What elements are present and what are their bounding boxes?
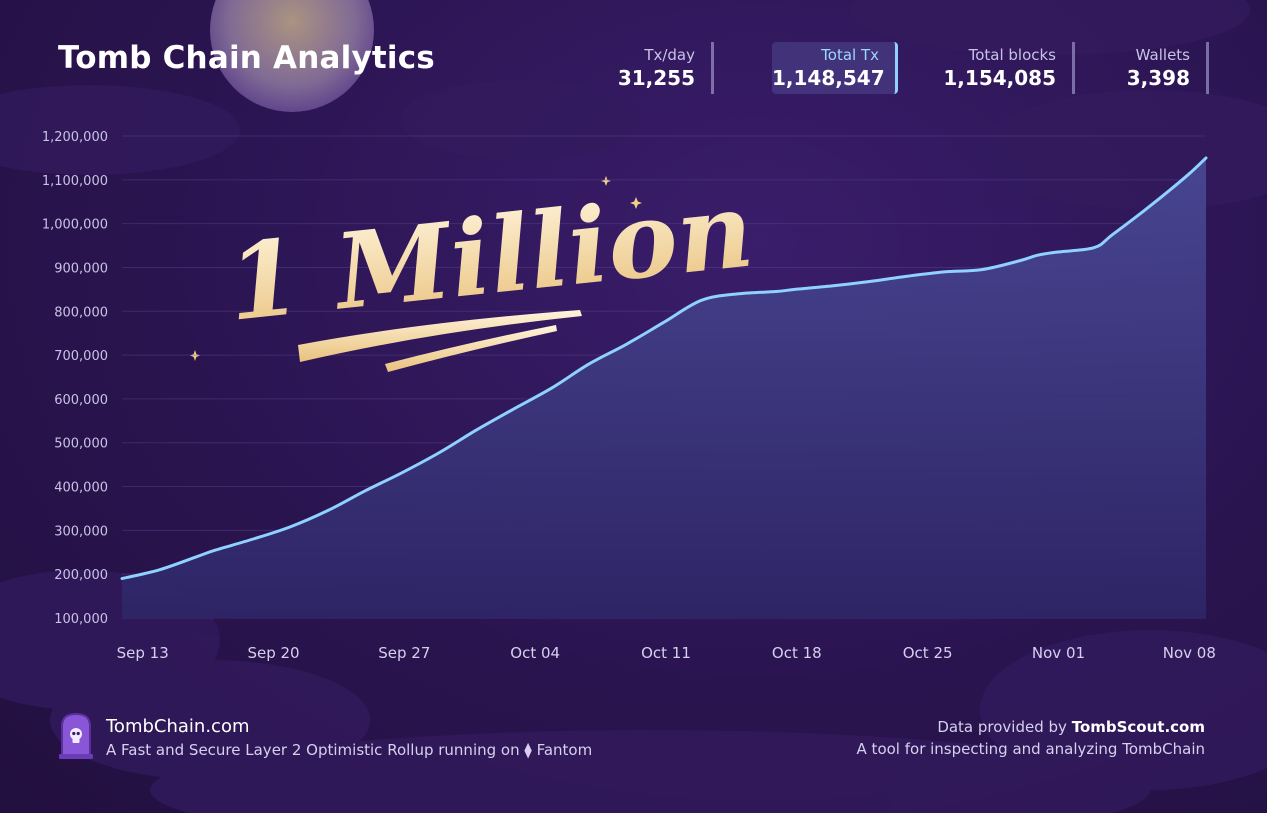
stat-label: Total Tx	[821, 46, 879, 64]
y-tick-label: 1,100,000	[42, 174, 108, 189]
y-tick-label: 200,000	[54, 568, 108, 583]
y-tick-label: 900,000	[54, 261, 108, 276]
stat-tx-per-day: Tx/day 31,255	[600, 42, 714, 94]
x-tick-label: Sep 20	[247, 644, 299, 662]
stat-wallets: Wallets 3,398	[1110, 42, 1209, 94]
stat-total-blocks: Total blocks 1,154,085	[940, 42, 1075, 94]
y-tick-label: 700,000	[54, 349, 108, 364]
data-provider: Data provided by TombScout.com	[857, 718, 1205, 736]
y-tick-label: 100,000	[54, 612, 108, 627]
x-tick-label: Sep 27	[378, 644, 430, 662]
stat-value: 1,148,547	[772, 66, 885, 90]
x-tick-label: Oct 25	[903, 644, 953, 662]
y-tick-label: 1,000,000	[42, 218, 108, 233]
y-tick-label: 400,000	[54, 481, 108, 496]
stat-value: 31,255	[617, 66, 695, 90]
stars	[190, 176, 642, 361]
x-tick-label: Oct 04	[510, 644, 560, 662]
tagline-network: Fantom	[536, 741, 593, 759]
footer-attribution: Data provided by TombScout.com A tool fo…	[857, 718, 1205, 758]
x-tick-label: Nov 01	[1032, 644, 1085, 662]
x-tick-label: Oct 18	[772, 644, 822, 662]
data-description: A tool for inspecting and analyzing Tomb…	[856, 740, 1205, 758]
tagline: A Fast and Secure Layer 2 Optimistic Rol…	[106, 741, 592, 759]
moon	[210, 0, 374, 112]
fantom-icon: ⧫	[524, 741, 532, 759]
headline-underline	[298, 310, 582, 372]
data-source-link[interactable]: TombScout.com	[1071, 718, 1205, 736]
series-line	[120, 156, 1208, 581]
tombstone-icon	[59, 712, 93, 759]
y-tick-label: 800,000	[54, 305, 108, 320]
x-tick-label: Oct 11	[641, 644, 691, 662]
y-tick-label: 600,000	[54, 393, 108, 408]
data-prefix: Data provided by	[937, 718, 1067, 736]
stat-label: Total blocks	[968, 46, 1056, 64]
stat-value: 3,398	[1126, 66, 1190, 90]
stat-total-tx[interactable]: Total Tx 1,148,547	[772, 42, 898, 94]
stat-value: 1,154,085	[943, 66, 1056, 90]
y-tick-label: 500,000	[54, 437, 108, 452]
tagline-prefix: A Fast and Secure Layer 2 Optimistic Rol…	[106, 741, 520, 759]
x-tick-label: Nov 08	[1163, 644, 1216, 662]
x-tick-label: Sep 13	[117, 644, 169, 662]
y-tick-label: 1,200,000	[42, 130, 108, 145]
y-tick-label: 300,000	[54, 524, 108, 539]
stat-label: Tx/day	[644, 46, 695, 64]
site-link[interactable]: TombChain.com	[106, 716, 250, 737]
page-title: Tomb Chain Analytics	[58, 40, 435, 76]
stat-label: Wallets	[1135, 46, 1190, 64]
